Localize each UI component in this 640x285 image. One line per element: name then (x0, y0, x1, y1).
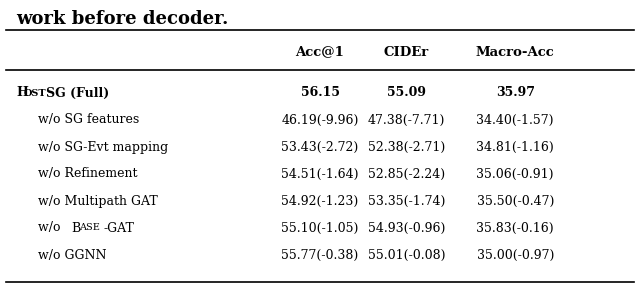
Text: 35.00(-0.97): 35.00(-0.97) (477, 249, 554, 262)
Text: w/o Refinement: w/o Refinement (38, 168, 138, 180)
Text: 35.06(-0.91): 35.06(-0.91) (476, 168, 554, 180)
Text: H: H (16, 87, 28, 99)
Text: OST: OST (24, 89, 47, 97)
Text: 47.38(-7.71): 47.38(-7.71) (368, 113, 445, 127)
Text: 35.83(-0.16): 35.83(-0.16) (476, 221, 554, 235)
Text: Acc@1: Acc@1 (296, 46, 344, 58)
Text: 55.10(-1.05): 55.10(-1.05) (282, 221, 358, 235)
Text: w/o GGNN: w/o GGNN (38, 249, 106, 262)
Text: 46.19(-9.96): 46.19(-9.96) (282, 113, 358, 127)
Text: w/o Multipath GAT: w/o Multipath GAT (38, 194, 157, 207)
Text: 55.77(-0.38): 55.77(-0.38) (282, 249, 358, 262)
Text: 35.97: 35.97 (496, 87, 534, 99)
Text: Macro-Acc: Macro-Acc (476, 46, 555, 58)
Text: work before decoder.: work before decoder. (16, 10, 228, 28)
Text: 55.01(-0.08): 55.01(-0.08) (367, 249, 445, 262)
Text: w/o: w/o (38, 221, 65, 235)
Text: 52.38(-2.71): 52.38(-2.71) (368, 141, 445, 154)
Text: 35.50(-0.47): 35.50(-0.47) (477, 194, 554, 207)
Text: 52.85(-2.24): 52.85(-2.24) (368, 168, 445, 180)
Text: -GAT: -GAT (103, 221, 134, 235)
Text: B: B (71, 221, 80, 235)
Text: 53.35(-1.74): 53.35(-1.74) (368, 194, 445, 207)
Text: 34.81(-1.16): 34.81(-1.16) (476, 141, 554, 154)
Text: w/o SG-Evt mapping: w/o SG-Evt mapping (38, 141, 168, 154)
Text: 54.92(-1.23): 54.92(-1.23) (282, 194, 358, 207)
Text: 54.93(-0.96): 54.93(-0.96) (368, 221, 445, 235)
Text: w/o SG features: w/o SG features (38, 113, 140, 127)
Text: 34.40(-1.57): 34.40(-1.57) (476, 113, 554, 127)
Text: CIDEr: CIDEr (384, 46, 429, 58)
Text: 56.15: 56.15 (301, 87, 339, 99)
Text: 55.09: 55.09 (387, 87, 426, 99)
Text: 53.43(-2.72): 53.43(-2.72) (282, 141, 358, 154)
Text: ASE: ASE (79, 223, 100, 233)
Text: SG (Full): SG (Full) (46, 87, 109, 99)
Text: 54.51(-1.64): 54.51(-1.64) (281, 168, 359, 180)
